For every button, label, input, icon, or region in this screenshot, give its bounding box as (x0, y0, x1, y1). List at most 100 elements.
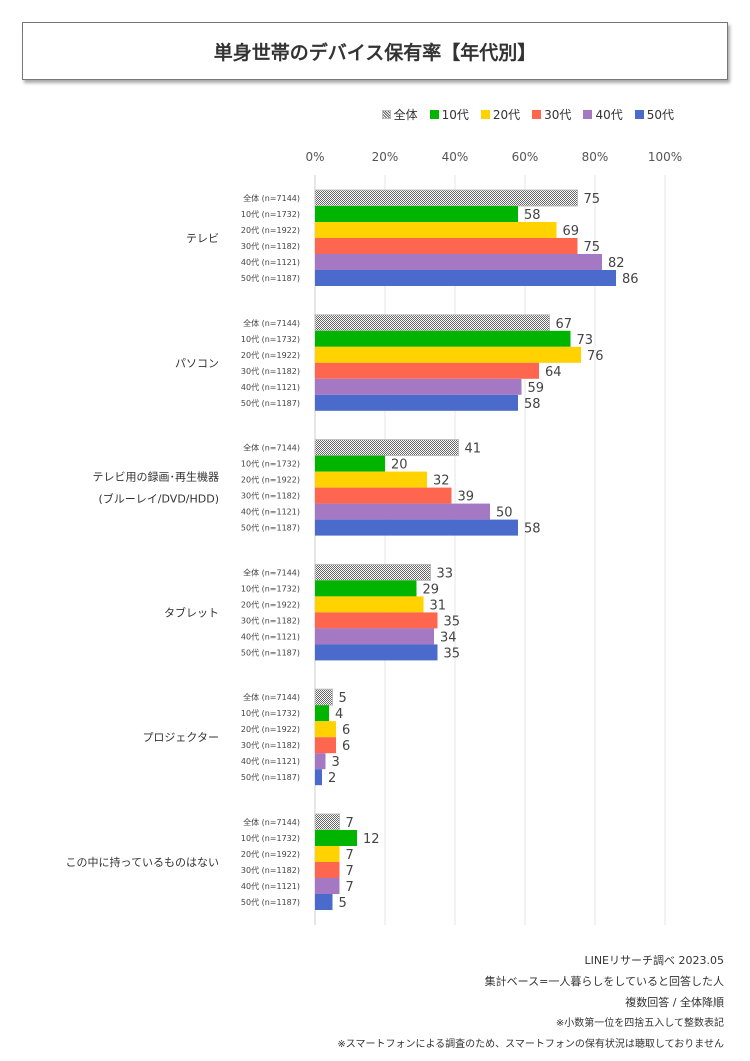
bar (315, 705, 329, 722)
data-label: 86 (622, 272, 639, 287)
note-line: 複数回答 / 全体降順 (625, 996, 724, 1009)
series-row-label: 10代 (n=1732) (241, 583, 300, 593)
category-label: この中に持っているものはない (66, 855, 219, 869)
bar (315, 206, 518, 222)
data-label: 34 (440, 630, 457, 645)
legend-label: 40代 (595, 108, 623, 122)
bar (315, 878, 340, 894)
category-label: テレビ (186, 232, 219, 245)
series-row-label: 40代 (n=1121) (241, 631, 300, 641)
bar (315, 503, 490, 520)
series-row-label: 全体 (n=7144) (243, 318, 300, 328)
series-row-label: 全体 (n=7144) (243, 567, 300, 577)
legend-label: 10代 (441, 108, 469, 122)
bar (315, 519, 518, 536)
bar (315, 222, 557, 238)
series-row-label: 10代 (n=1732) (241, 209, 300, 219)
data-label: 64 (545, 365, 562, 380)
bar (315, 596, 424, 613)
series-row-label: 全体 (n=7144) (243, 692, 300, 702)
x-tick-label: 40% (442, 150, 469, 164)
data-label: 32 (433, 474, 450, 489)
bar (315, 721, 336, 738)
bar (315, 753, 326, 770)
data-label: 6 (342, 723, 350, 738)
series-row-label: 10代 (n=1732) (241, 708, 300, 718)
data-label: 4 (335, 707, 343, 722)
series-row-label: 50代 (n=1187) (241, 772, 300, 782)
legend-item: 20代 (480, 106, 521, 123)
bar (314, 189, 578, 207)
note-line: LINEリサーチ調べ 2023.05 (584, 954, 724, 967)
legend-swatch (532, 110, 542, 119)
bar (315, 830, 357, 846)
data-label: 5 (339, 691, 347, 706)
legend-swatch (583, 110, 593, 119)
series-row-label: 20代 (n=1922) (241, 475, 300, 485)
series-row-label: 20代 (n=1922) (241, 724, 300, 734)
data-label: 35 (444, 646, 461, 661)
bar (315, 346, 581, 363)
series-row-label: 50代 (n=1187) (241, 897, 300, 907)
legend-item: 50代 (634, 106, 674, 123)
series-row-label: 40代 (n=1121) (241, 257, 300, 267)
series-row-label: 30代 (n=1182) (241, 865, 300, 875)
bar (315, 238, 578, 254)
data-label: 29 (423, 582, 440, 597)
series-row-label: 20代 (n=1922) (241, 599, 300, 609)
legend-label: 全体 (393, 108, 418, 122)
legend-item: 30代 (532, 106, 571, 123)
legend-swatch (429, 110, 439, 119)
series-row-label: 10代 (n=1732) (241, 833, 300, 843)
bar (315, 487, 452, 504)
data-label: 69 (563, 224, 580, 239)
series-row-label: 40代 (n=1121) (241, 507, 300, 517)
bar (315, 846, 340, 862)
bar (315, 769, 322, 786)
bar (315, 330, 571, 347)
series-row-label: 50代 (n=1187) (241, 523, 300, 533)
data-label: 7 (346, 816, 354, 831)
bar (314, 813, 340, 831)
series-row-label: 30代 (n=1182) (241, 366, 300, 376)
data-label: 35 (444, 614, 461, 629)
legend-item: 10代 (429, 106, 469, 123)
series-row-label: 40代 (n=1121) (241, 382, 300, 392)
legend-label: 20代 (492, 108, 521, 122)
x-tick-label: 100% (648, 150, 682, 164)
series-row-label: 40代 (n=1121) (241, 881, 300, 891)
data-label: 12 (363, 832, 380, 847)
series-row-label: 全体 (n=7144) (243, 817, 300, 827)
series-row-label: 30代 (n=1182) (241, 241, 300, 251)
bar (315, 628, 434, 645)
data-label: 5 (339, 896, 347, 911)
bar (315, 612, 438, 629)
data-label: 3 (332, 755, 340, 770)
data-label: 59 (528, 381, 545, 396)
data-label: 76 (587, 349, 604, 364)
data-label: 58 (524, 397, 541, 412)
data-label: 58 (524, 208, 541, 223)
bar (315, 471, 427, 488)
series-row-label: 30代 (n=1182) (241, 615, 300, 625)
bar (315, 362, 539, 379)
category-label: プロジェクター (142, 731, 219, 744)
bar (315, 378, 522, 395)
data-label: 33 (437, 566, 454, 581)
note-line: 集計ベース=一人暮らしをしていると回答した人 (484, 975, 724, 988)
data-label: 7 (346, 880, 354, 895)
legend-label: 50代 (646, 108, 674, 122)
series-row-label: 10代 (n=1732) (241, 334, 300, 344)
bar (315, 580, 417, 597)
data-label: 73 (577, 333, 594, 348)
bar (314, 314, 550, 332)
x-tick-label: 20% (372, 150, 399, 164)
series-row-label: 全体 (n=7144) (243, 443, 300, 453)
series-row-label: 10代 (n=1732) (241, 459, 300, 469)
bar (315, 270, 616, 286)
data-label: 7 (346, 864, 354, 879)
legend-item: 40代 (583, 106, 623, 123)
data-label: 75 (584, 240, 601, 255)
